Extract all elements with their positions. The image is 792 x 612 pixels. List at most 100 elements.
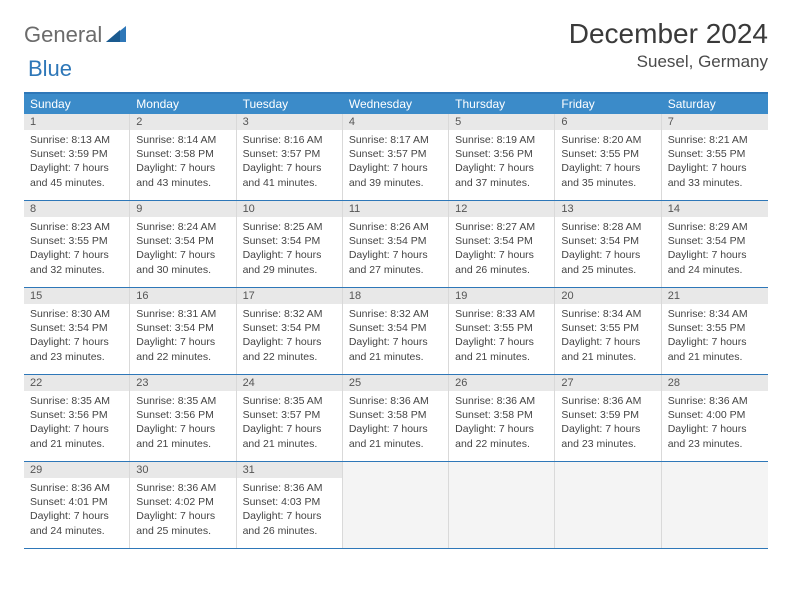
day-line: Sunrise: 8:24 AM — [136, 220, 229, 234]
day-body: Sunrise: 8:26 AMSunset: 3:54 PMDaylight:… — [343, 220, 448, 277]
day-line: Sunset: 4:01 PM — [30, 495, 123, 509]
day-body: Sunrise: 8:20 AMSunset: 3:55 PMDaylight:… — [555, 133, 660, 190]
day-line: and 33 minutes. — [668, 176, 762, 190]
day-body: Sunrise: 8:14 AMSunset: 3:58 PMDaylight:… — [130, 133, 235, 190]
day-line: and 21 minutes. — [30, 437, 123, 451]
day-number: 29 — [24, 462, 129, 478]
day-body: Sunrise: 8:36 AMSunset: 4:00 PMDaylight:… — [662, 394, 768, 451]
day-line: Sunset: 3:54 PM — [349, 234, 442, 248]
day-number: 22 — [24, 375, 129, 391]
day-body: Sunrise: 8:25 AMSunset: 3:54 PMDaylight:… — [237, 220, 342, 277]
day-header-cell: Thursday — [449, 94, 555, 114]
day-header-row: SundayMondayTuesdayWednesdayThursdayFrid… — [24, 94, 768, 114]
day-line: and 23 minutes. — [30, 350, 123, 364]
day-line: Sunset: 3:55 PM — [561, 147, 654, 161]
day-line: and 22 minutes. — [136, 350, 229, 364]
day-line: Daylight: 7 hours — [136, 161, 229, 175]
day-body: Sunrise: 8:32 AMSunset: 3:54 PMDaylight:… — [237, 307, 342, 364]
day-line: Daylight: 7 hours — [668, 335, 762, 349]
day-line: Sunrise: 8:23 AM — [30, 220, 123, 234]
day-line: Sunset: 3:54 PM — [561, 234, 654, 248]
day-number: 18 — [343, 288, 448, 304]
day-line: Daylight: 7 hours — [561, 161, 654, 175]
day-cell: 10Sunrise: 8:25 AMSunset: 3:54 PMDayligh… — [237, 201, 343, 287]
day-cell: 11Sunrise: 8:26 AMSunset: 3:54 PMDayligh… — [343, 201, 449, 287]
day-body: Sunrise: 8:19 AMSunset: 3:56 PMDaylight:… — [449, 133, 554, 190]
day-body: Sunrise: 8:33 AMSunset: 3:55 PMDaylight:… — [449, 307, 554, 364]
day-line: Daylight: 7 hours — [349, 335, 442, 349]
day-line: Sunrise: 8:26 AM — [349, 220, 442, 234]
day-line: Sunrise: 8:32 AM — [243, 307, 336, 321]
day-line: Sunset: 3:58 PM — [455, 408, 548, 422]
day-cell: 4Sunrise: 8:17 AMSunset: 3:57 PMDaylight… — [343, 114, 449, 200]
day-body: Sunrise: 8:34 AMSunset: 3:55 PMDaylight:… — [662, 307, 768, 364]
day-line: Sunrise: 8:17 AM — [349, 133, 442, 147]
week-row: 29Sunrise: 8:36 AMSunset: 4:01 PMDayligh… — [24, 462, 768, 549]
day-body: Sunrise: 8:36 AMSunset: 3:58 PMDaylight:… — [343, 394, 448, 451]
day-line: Sunrise: 8:31 AM — [136, 307, 229, 321]
week-row: 8Sunrise: 8:23 AMSunset: 3:55 PMDaylight… — [24, 201, 768, 288]
day-line: Daylight: 7 hours — [30, 335, 123, 349]
day-number: 12 — [449, 201, 554, 217]
day-line: Sunrise: 8:14 AM — [136, 133, 229, 147]
logo-triangle-icon — [106, 24, 126, 47]
day-header-cell: Monday — [130, 94, 236, 114]
day-number: 6 — [555, 114, 660, 130]
day-cell: 26 Sunrise: 8:36 AMSunset: 3:58 PMDayligh… — [449, 375, 555, 461]
day-line: Daylight: 7 hours — [243, 422, 336, 436]
day-line: and 35 minutes. — [561, 176, 654, 190]
day-line: Daylight: 7 hours — [455, 335, 548, 349]
day-line: Sunset: 3:54 PM — [243, 321, 336, 335]
day-line: Daylight: 7 hours — [30, 509, 123, 523]
day-line: Sunrise: 8:36 AM — [136, 481, 229, 495]
day-cell: 5 Sunrise: 8:19 AMSunset: 3:56 PMDaylight… — [449, 114, 555, 200]
day-number: 5 — [449, 114, 554, 130]
day-body: Sunrise: 8:29 AMSunset: 3:54 PMDaylight:… — [662, 220, 768, 277]
day-body: Sunrise: 8:36 AMSunset: 4:01 PMDaylight:… — [24, 481, 129, 538]
day-line: Sunrise: 8:36 AM — [349, 394, 442, 408]
day-line: Sunset: 4:03 PM — [243, 495, 336, 509]
day-line: and 25 minutes. — [561, 263, 654, 277]
day-line: Sunset: 3:54 PM — [668, 234, 762, 248]
day-line: and 30 minutes. — [136, 263, 229, 277]
day-number: 1 — [24, 114, 129, 130]
day-cell: 17Sunrise: 8:32 AMSunset: 3:54 PMDayligh… — [237, 288, 343, 374]
day-body: Sunrise: 8:36 AMSunset: 3:59 PMDaylight:… — [555, 394, 660, 451]
week-row: 15Sunrise: 8:30 AMSunset: 3:54 PMDayligh… — [24, 288, 768, 375]
day-cell: 28Sunrise: 8:36 AMSunset: 4:00 PMDayligh… — [662, 375, 768, 461]
day-number: 26 — [449, 375, 554, 391]
day-line: Daylight: 7 hours — [455, 248, 548, 262]
day-line: and 27 minutes. — [349, 263, 442, 277]
day-line: and 25 minutes. — [136, 524, 229, 538]
empty-day-cell — [343, 462, 449, 548]
location: Suesel, Germany — [569, 52, 768, 72]
day-line: Sunrise: 8:36 AM — [30, 481, 123, 495]
day-cell: 24Sunrise: 8:35 AMSunset: 3:57 PMDayligh… — [237, 375, 343, 461]
day-line: Sunrise: 8:25 AM — [243, 220, 336, 234]
day-line: Sunrise: 8:35 AM — [136, 394, 229, 408]
day-line: Sunset: 3:55 PM — [668, 321, 762, 335]
day-line: Sunrise: 8:33 AM — [455, 307, 548, 321]
day-number: 8 — [24, 201, 129, 217]
day-line: Sunset: 3:54 PM — [136, 234, 229, 248]
day-body: Sunrise: 8:35 AMSunset: 3:56 PMDaylight:… — [24, 394, 129, 451]
day-line: Daylight: 7 hours — [136, 509, 229, 523]
day-line: Sunrise: 8:27 AM — [455, 220, 548, 234]
day-cell: 29 Sunrise: 8:36 AMSunset: 4:01 PMDayligh… — [24, 462, 130, 548]
day-line: Sunrise: 8:35 AM — [243, 394, 336, 408]
day-cell: 31Sunrise: 8:36 AMSunset: 4:03 PMDayligh… — [237, 462, 343, 548]
day-line: and 39 minutes. — [349, 176, 442, 190]
calendar: SundayMondayTuesdayWednesdayThursdayFrid… — [24, 92, 768, 549]
day-cell: 18 Sunrise: 8:32 AMSunset: 3:54 PMDayligh… — [343, 288, 449, 374]
day-body: Sunrise: 8:36 AMSunset: 4:02 PMDaylight:… — [130, 481, 235, 538]
day-header-cell: Wednesday — [343, 94, 449, 114]
day-line: and 24 minutes. — [30, 524, 123, 538]
day-body: Sunrise: 8:28 AMSunset: 3:54 PMDaylight:… — [555, 220, 660, 277]
day-line: Sunrise: 8:34 AM — [561, 307, 654, 321]
day-line: Sunrise: 8:28 AM — [561, 220, 654, 234]
day-line: Daylight: 7 hours — [136, 248, 229, 262]
day-body: Sunrise: 8:32 AMSunset: 3:54 PMDaylight:… — [343, 307, 448, 364]
day-body: Sunrise: 8:36 AMSunset: 3:58 PMDaylight:… — [449, 394, 554, 451]
day-line: Sunset: 3:54 PM — [349, 321, 442, 335]
day-number: 31 — [237, 462, 342, 478]
